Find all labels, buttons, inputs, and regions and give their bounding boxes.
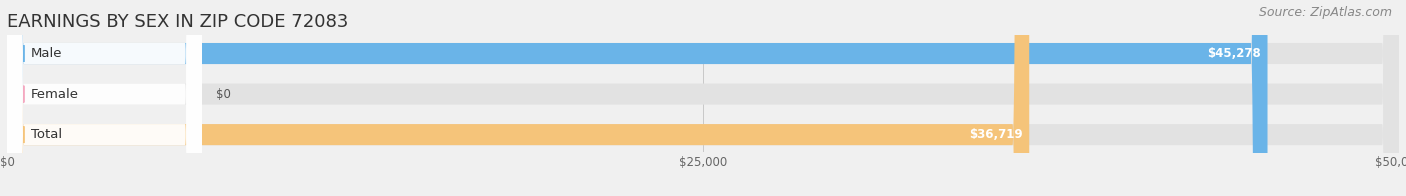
FancyBboxPatch shape [7, 0, 202, 196]
FancyBboxPatch shape [7, 0, 1399, 196]
FancyBboxPatch shape [7, 0, 1399, 196]
Text: $36,719: $36,719 [969, 128, 1022, 141]
Text: $45,278: $45,278 [1206, 47, 1261, 60]
Text: EARNINGS BY SEX IN ZIP CODE 72083: EARNINGS BY SEX IN ZIP CODE 72083 [7, 13, 349, 31]
FancyBboxPatch shape [7, 0, 1268, 196]
Text: Male: Male [31, 47, 62, 60]
FancyBboxPatch shape [7, 0, 1029, 196]
FancyBboxPatch shape [7, 0, 202, 196]
Text: Total: Total [31, 128, 62, 141]
Text: Source: ZipAtlas.com: Source: ZipAtlas.com [1258, 6, 1392, 19]
Text: Female: Female [31, 88, 79, 101]
Text: $0: $0 [217, 88, 231, 101]
FancyBboxPatch shape [7, 0, 202, 196]
FancyBboxPatch shape [7, 0, 1399, 196]
